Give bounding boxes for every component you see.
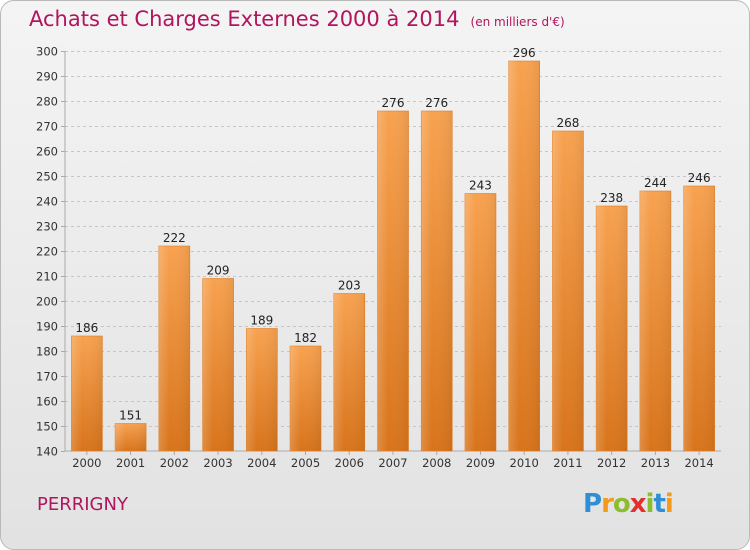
x-tick-label: 2010 xyxy=(510,456,539,470)
logo-letter: t xyxy=(653,489,665,519)
bar-shine xyxy=(115,423,147,451)
value-label: 222 xyxy=(163,231,186,245)
value-label: 276 xyxy=(382,96,405,110)
y-tick-label: 170 xyxy=(36,370,58,384)
bar-shine xyxy=(71,336,103,451)
value-label: 186 xyxy=(75,321,98,335)
y-tick-label: 220 xyxy=(36,245,58,259)
x-tick-label: 2002 xyxy=(160,456,189,470)
location-label: PERRIGNY xyxy=(37,494,128,515)
value-label: 246 xyxy=(688,171,711,185)
x-tick-label: 2001 xyxy=(116,456,145,470)
y-tick-label: 270 xyxy=(36,120,58,134)
bar-shine xyxy=(552,131,584,451)
x-tick-label: 2005 xyxy=(291,456,320,470)
labels: 186 2000 151 2001 222 2002 209 2003 189 2004 182 20… xyxy=(72,46,714,470)
bar-shine xyxy=(421,111,453,451)
bar-shine xyxy=(290,346,322,451)
x-tick-label: 2009 xyxy=(466,456,495,470)
x-tick-label: 2013 xyxy=(641,456,670,470)
bar-shine xyxy=(158,246,190,451)
logo-letter: i xyxy=(645,489,655,519)
bar-shine xyxy=(333,293,365,451)
logo-letter: P xyxy=(583,489,602,519)
y-tick-label: 280 xyxy=(36,95,58,109)
y-tick-label: 250 xyxy=(36,170,58,184)
value-label: 182 xyxy=(294,331,317,345)
y-tick-label: 240 xyxy=(36,195,58,209)
bar-shine xyxy=(683,186,715,451)
x-tick-label: 2014 xyxy=(684,456,713,470)
logo-letter: i xyxy=(664,489,674,519)
value-label: 296 xyxy=(513,46,536,60)
logo-letter: o xyxy=(612,489,631,519)
bar-shine xyxy=(202,278,234,451)
value-label: 276 xyxy=(425,96,448,110)
y-tick-label: 190 xyxy=(36,320,58,334)
chart-title-block: Achats et Charges Externes 2000 à 2014 (… xyxy=(29,7,565,31)
x-tick-label: 2003 xyxy=(203,456,232,470)
y-tick-label: 290 xyxy=(36,70,58,84)
value-label: 244 xyxy=(644,176,667,190)
x-tick-label: 2006 xyxy=(335,456,364,470)
logo-letter: r xyxy=(601,489,614,519)
y-tick-label: 260 xyxy=(36,145,58,159)
bar-shine xyxy=(596,206,628,451)
x-tick-label: 2007 xyxy=(378,456,407,470)
x-tick-label: 2011 xyxy=(553,456,582,470)
bar-shine xyxy=(377,111,409,451)
logo-letter: x xyxy=(629,489,647,519)
y-tick-label: 150 xyxy=(36,420,58,434)
y-tick-label: 200 xyxy=(36,295,58,309)
value-label: 268 xyxy=(556,116,579,130)
chart-subtitle: (en milliers d'€) xyxy=(470,15,565,29)
y-tick-label: 140 xyxy=(36,445,58,459)
y-tick-label: 230 xyxy=(36,220,58,234)
y-tick-label: 300 xyxy=(36,45,58,59)
bar-shine xyxy=(464,193,496,451)
x-tick-label: 2012 xyxy=(597,456,626,470)
x-tick-label: 2008 xyxy=(422,456,451,470)
x-tick-label: 2004 xyxy=(247,456,276,470)
chart-title: Achats et Charges Externes 2000 à 2014 xyxy=(29,7,460,31)
value-label: 203 xyxy=(338,279,361,293)
bar-shine xyxy=(246,328,278,451)
bar-shine xyxy=(639,191,671,451)
x-tick-label: 2000 xyxy=(72,456,101,470)
y-tick-label: 180 xyxy=(36,345,58,359)
value-label: 238 xyxy=(600,191,623,205)
y-tick-label: 210 xyxy=(36,270,58,284)
y-tick-label: 160 xyxy=(36,395,58,409)
bars xyxy=(71,60,715,452)
value-label: 209 xyxy=(207,264,230,278)
bar-shine xyxy=(508,61,540,451)
value-label: 151 xyxy=(119,409,142,423)
proxiti-logo: Proxiti xyxy=(583,489,674,519)
value-label: 189 xyxy=(250,314,273,328)
value-label: 243 xyxy=(469,179,492,193)
